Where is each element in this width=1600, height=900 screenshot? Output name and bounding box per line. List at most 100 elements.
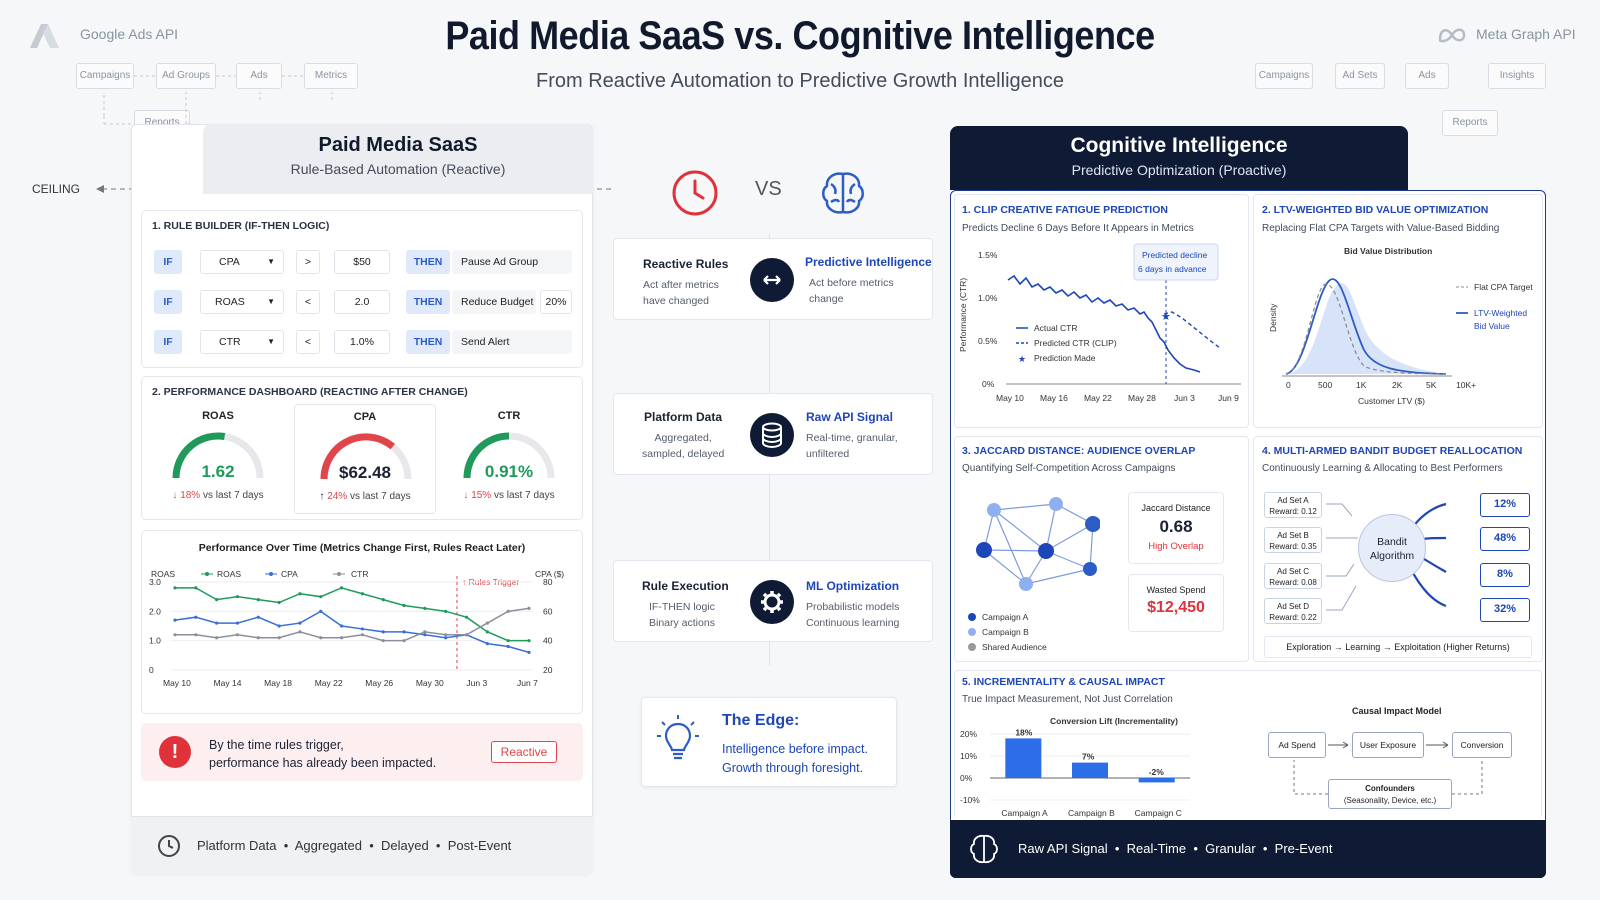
svg-text:0.5%: 0.5% [978,336,998,346]
rule-3-value[interactable]: 1.0% [334,330,390,354]
point-ctr [423,630,427,634]
arm-ad-set-b: Ad Set B Reward: 0.35 [1264,527,1322,553]
rule-2-metric-select[interactable]: ROAS ▼ [200,290,284,314]
incrementality-title: 5. INCREMENTALITY & CAUSAL IMPACT [962,676,1165,688]
allocation-d: 32% [1480,598,1530,622]
rule-1-if: IF [154,250,182,274]
left-axis-label: ROAS [151,569,175,579]
reactive-badge: Reactive [491,741,557,763]
comparison-rules-vs-ml: Rule Execution IF-THEN logic Binary actio… [613,560,933,642]
rule-3-operator[interactable]: < [296,330,320,354]
brain-icon [970,834,998,864]
rule-2-operator[interactable]: < [296,290,320,314]
lift-bar [1072,762,1108,778]
point-cpa [277,624,281,628]
bandit-title: 4. MULTI-ARMED BANDIT BUDGET REALLOCATIO… [1262,445,1523,457]
rule-builder-title: 1. RULE BUILDER (IF-THEN LOGIC) [152,220,330,232]
alert-icon: ! [159,736,191,768]
ctr-gauge-label: CTR [497,410,521,422]
svg-text:2K: 2K [1392,380,1403,390]
perf-ytick-left: 3.0 [149,577,161,587]
network-node [987,503,1001,517]
google-flow-ad-groups: Ad Groups [156,63,216,89]
google-flow-metrics: Metrics [304,63,358,89]
network-node [976,542,992,558]
incrementality-subtitle: True Impact Measurement, Not Just Correl… [962,694,1173,705]
rule-2-extra[interactable]: 20% [540,290,572,314]
legend-flat-cpa: Flat CPA Target [1474,282,1533,292]
point-roas [506,639,510,643]
meta-flow-ad-sets: Ad Sets [1335,63,1385,89]
point-cpa [423,633,427,637]
point-cpa [527,650,531,654]
comparison-1-right-sub: Act before metrics change [809,277,894,305]
legend-bid-value: Bid Value [1474,321,1510,331]
network-node [1085,516,1100,532]
wasted-spend-value: $12,450 [1147,599,1205,616]
point-roas [235,595,240,599]
rule-3-metric-select[interactable]: CTR ▼ [200,330,284,354]
comparison-2-right-sub: Real-time, granular, unfiltered [806,432,898,460]
rule-2-value[interactable]: 2.0 [334,290,390,314]
lift-category: Campaign B [1068,808,1115,818]
meta-flow-campaigns: Campaigns [1255,63,1313,89]
perf-ytick-right: 40 [543,636,553,646]
svg-text:1K: 1K [1356,380,1367,390]
svg-text:0: 0 [1286,380,1291,390]
rule-3-action[interactable]: Send Alert [452,330,572,354]
jaccard-distance-label: Jaccard Distance [1141,503,1211,513]
perf-xtick: May 30 [416,678,444,688]
lift-ytick: 10% [960,751,977,761]
point-roas [423,606,427,610]
allocation-c: 8% [1480,563,1530,587]
point-cpa [298,621,302,625]
cpa-gauge: CPA $62.48 ↑ 24% vs last 7 days [294,404,436,514]
point-roas [173,586,177,590]
perf-ytick-right: 20 [543,665,553,675]
point-roas [464,615,469,619]
rule-1-value[interactable]: $50 [334,250,390,274]
comparison-3-left-title: Rule Execution [642,579,729,593]
rule-2-action[interactable]: Reduce Budget [452,290,536,314]
bandit-algorithm-node: Bandit Algorithm [1358,514,1426,582]
svg-text:10K+: 10K+ [1456,380,1476,390]
causal-model-title: Causal Impact Model [1352,706,1442,716]
cpa-gauge-arc [320,433,412,480]
network-node [1049,497,1063,511]
callout-line2: 6 days in advance [1138,264,1207,274]
lift-chart-title: Conversion Lift (Incrementality) [1050,716,1178,726]
roas-gauge: ROAS 1.62 ↓ 18% vs last 7 days [147,404,289,514]
rule-1-metric-select[interactable]: CPA ▼ [200,250,284,274]
point-ctr [381,639,385,643]
perf-ytick-left: 2.0 [149,606,161,616]
jaccard-distance-value: 0.68 [1159,517,1193,536]
chevron-down-icon: ▼ [267,257,275,266]
rule-1-action[interactable]: Pause Ad Group [452,250,572,274]
rule-1-operator[interactable]: > [296,250,320,274]
point-ctr [173,633,177,637]
roas-gauge-arc [172,432,264,479]
edge-title: The Edge: [722,712,800,729]
network-node [1083,562,1097,576]
svg-text:1.0%: 1.0% [978,293,998,303]
performance-line-chart: ROAS ROAS CPA CTR CPA ($) ↑ Rules Trigge… [149,569,564,688]
point-roas [256,598,260,602]
point-cpa [339,624,344,628]
flat-cpa-curve [1285,283,1447,375]
clock-icon [158,835,180,857]
causal-arrows [1293,741,1483,795]
right-panel-title: Cognitive Intelligence [1070,134,1288,157]
cpa-gauge-value: $62.48 [339,463,391,482]
ltv-curve [1285,278,1447,375]
point-cpa [360,627,365,631]
point-cpa [381,630,385,634]
right-axis-label: CPA ($) [535,569,564,579]
svg-text:Jun 9: Jun 9 [1218,393,1239,403]
point-roas [319,595,323,599]
svg-text:May 16: May 16 [1040,393,1068,403]
point-ctr [527,606,531,610]
rule-2-if: IF [154,290,182,314]
lift-category: Campaign A [1001,808,1048,818]
point-cpa [194,615,198,619]
left-panel-subtitle: Rule-Based Automation (Reactive) [290,161,506,177]
